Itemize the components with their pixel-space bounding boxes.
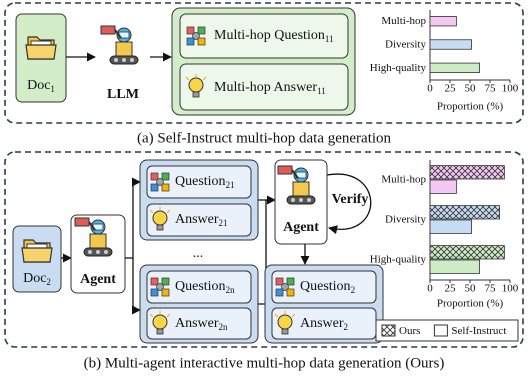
x-axis-label: Proportion (%): [437, 101, 504, 113]
folder-icon: [21, 239, 53, 263]
bar: [429, 165, 505, 180]
doc-label: Doc1: [27, 78, 55, 94]
bar: [429, 179, 457, 194]
answer-box: [146, 203, 252, 237]
bar: [429, 16, 457, 27]
y-tick-label: High-quality: [370, 62, 427, 74]
legend-swatch: [381, 324, 396, 337]
robot-icon: [100, 25, 139, 65]
bar: [429, 245, 505, 260]
bar: [429, 205, 500, 220]
x-tick-label: 100: [502, 83, 519, 95]
x-tick-label: 75: [485, 283, 497, 295]
answer-label: Answer2n: [175, 316, 228, 332]
bar: [429, 219, 472, 234]
x-axis-label: Proportion (%): [437, 298, 504, 310]
answer-label: Answer21: [175, 212, 228, 228]
doc-label: Doc2: [23, 271, 51, 287]
legend-label: Self-Instruct: [451, 325, 506, 337]
answer-box: [179, 63, 349, 111]
x-tick-label: 50: [465, 83, 477, 95]
folder-icon: [25, 36, 57, 60]
y-tick-label: High-quality: [370, 254, 427, 266]
legend-swatch: [433, 324, 448, 337]
x-tick-label: 0: [427, 83, 433, 95]
y-tick-label: Diversity: [385, 39, 426, 51]
question-box: [179, 13, 349, 59]
verifier-label: Agent: [283, 220, 319, 235]
question-box: [271, 270, 377, 304]
x-tick-label: 0: [427, 283, 433, 295]
answer-label: Multi-hop Answer11: [214, 80, 326, 96]
x-tick-label: 100: [502, 283, 519, 295]
question-label: Multi-hop Question11: [214, 28, 334, 44]
agent-label: Agent: [80, 272, 116, 287]
x-tick-label: 25: [445, 283, 457, 295]
question-box: [146, 165, 252, 199]
panel-a-frame: [4, 2, 524, 124]
bar: [429, 259, 480, 274]
ellipsis: ...: [193, 246, 204, 261]
question-label: Question21: [175, 174, 235, 190]
x-tick-label: 50: [465, 283, 477, 295]
y-tick-label: Multi-hop: [381, 174, 426, 186]
bar: [429, 39, 472, 50]
y-tick-label: Multi-hop: [381, 15, 426, 27]
legend-label: Ours: [399, 325, 420, 337]
bar: [429, 62, 480, 73]
x-tick-label: 75: [485, 83, 497, 95]
question-label: Question2n: [175, 279, 235, 295]
charts: 0 25 50 75 100 Proportion (%) Multi-hop Diversi…: [370, 10, 519, 342]
answer-label: Answer2: [300, 316, 348, 332]
caption: (b) Multi-agent interactive multi-hop da…: [84, 355, 445, 371]
verify-label: Verify: [332, 192, 369, 207]
x-tick-label: 25: [445, 83, 457, 95]
question-box: [146, 270, 252, 304]
llm-label: LLM: [107, 87, 139, 102]
branch-line: [125, 182, 134, 310]
y-tick-label: Diversity: [385, 214, 426, 226]
question-label: Question2: [300, 279, 355, 295]
caption: (a) Self-Instruct multi-hop data generat…: [137, 130, 392, 146]
panel-b-frame: [4, 151, 524, 348]
answer-box: [146, 307, 252, 340]
verify-loop: [326, 173, 372, 235]
